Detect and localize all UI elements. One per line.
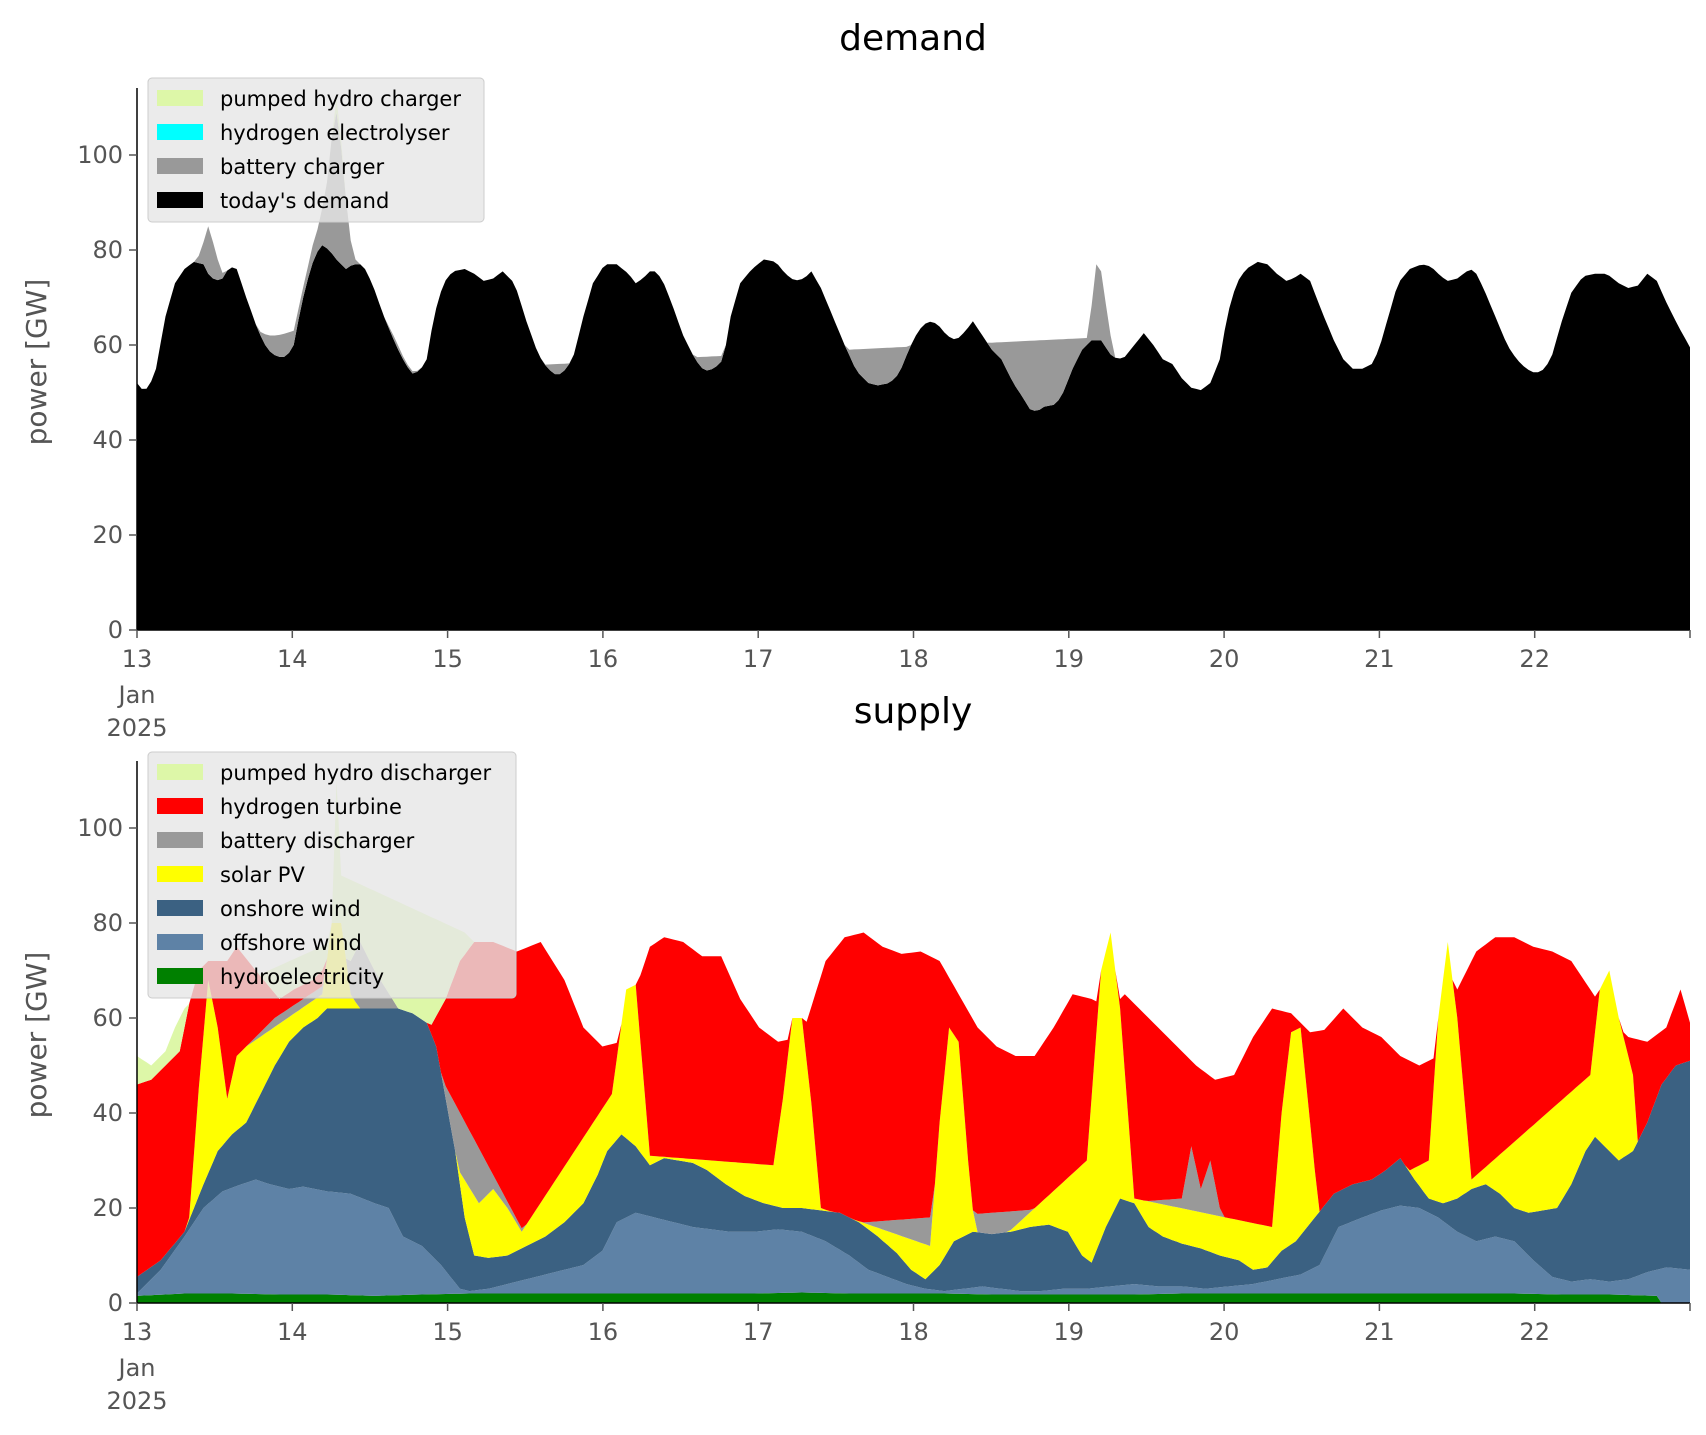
y-tick-label: 40 xyxy=(92,1099,123,1127)
legend-swatch-hydrogen-electrolyser xyxy=(157,124,203,140)
supply-legend: pumped hydro discharger hydrogen turbine b… xyxy=(147,751,517,999)
y-tick-label: 80 xyxy=(92,236,123,264)
x-tick-label: 13 xyxy=(122,1318,153,1346)
x-tick-label: 18 xyxy=(898,645,929,673)
legend-swatch-battery-discharger xyxy=(157,832,203,848)
y-tick-label: 100 xyxy=(77,814,123,842)
y-tick-label: 20 xyxy=(92,521,123,549)
demand-panel: demand power [GW] 0 20 40 60 80 100 13 14 15 16 17… xyxy=(20,18,1691,742)
x-tick-label: 13 xyxy=(122,645,153,673)
legend-swatch-today-s-demand xyxy=(157,192,203,208)
y-tick-label: 40 xyxy=(92,426,123,454)
x-tick-label: 16 xyxy=(588,645,619,673)
supply-y-axis-label: power [GW] xyxy=(20,952,53,1119)
legend-label-hydroelectricity: hydroelectricity xyxy=(220,965,384,989)
legend-label-pumped-hydro-discharger: pumped hydro discharger xyxy=(220,761,491,785)
x-tick-label: 20 xyxy=(1209,645,1240,673)
x-tick-sublabel: Jan xyxy=(117,681,156,709)
y-tick-label: 20 xyxy=(92,1194,123,1222)
y-tick-label: 80 xyxy=(92,909,123,937)
legend-label-solar-pv: solar PV xyxy=(220,863,305,887)
legend-swatch-hydroelectricity xyxy=(157,968,203,984)
x-tick-sublabel: 2025 xyxy=(106,714,167,742)
x-tick-label: 17 xyxy=(743,1318,774,1346)
demand-axes: 0 20 40 60 80 100 13 14 15 16 17 18 19 20 21 22 Jan 2025 xyxy=(77,88,1691,742)
legend-label-today-s-demand: today's demand xyxy=(220,189,389,213)
y-tick-label: 0 xyxy=(108,1289,123,1317)
legend-label-battery-discharger: battery discharger xyxy=(220,829,415,853)
legend-swatch-offshore-wind xyxy=(157,934,203,950)
legend-swatch-battery-charger xyxy=(157,158,203,174)
area-hydroelectricity xyxy=(137,1292,1690,1303)
x-tick-label: 18 xyxy=(898,1318,929,1346)
demand-title: demand xyxy=(839,18,987,59)
legend-label-offshore-wind: offshore wind xyxy=(220,931,362,955)
x-tick-label: 20 xyxy=(1209,1318,1240,1346)
x-tick-label: 15 xyxy=(432,645,463,673)
legend-label-hydrogen-electrolyser: hydrogen electrolyser xyxy=(220,121,450,145)
legend-box xyxy=(147,77,485,223)
area-battery-discharger xyxy=(137,923,1690,1277)
legend-swatch-pumped-hydro-charger xyxy=(157,90,203,106)
legend-label-pumped-hydro-charger: pumped hydro charger xyxy=(220,87,461,111)
supply-panel: supply power [GW] 0 20 40 60 80 100 13 14 15 16 17… xyxy=(20,691,1691,1415)
demand-y-axis-label: power [GW] xyxy=(20,279,53,446)
y-tick-label: 0 xyxy=(108,616,123,644)
legend-box xyxy=(147,751,517,999)
x-tick-label: 22 xyxy=(1519,1318,1550,1346)
area-today-s-demand xyxy=(137,245,1690,631)
x-tick-sublabel: 2025 xyxy=(106,1387,167,1415)
x-tick-label: 19 xyxy=(1054,1318,1085,1346)
legend-swatch-pumped-hydro-discharger xyxy=(157,764,203,780)
x-tick-label: 14 xyxy=(277,645,308,673)
demand-legend: pumped hydro charger hydrogen electrolyse… xyxy=(147,77,485,223)
x-tick-label: 14 xyxy=(277,1318,308,1346)
legend-swatch-onshore-wind xyxy=(157,900,203,916)
area-offshore-wind xyxy=(137,1179,1690,1303)
legend-swatch-solar-pv xyxy=(157,866,203,882)
demand-areas xyxy=(137,98,1690,631)
area-onshore-wind xyxy=(137,1008,1690,1294)
x-tick-label: 16 xyxy=(588,1318,619,1346)
x-tick-label: 19 xyxy=(1054,645,1085,673)
area-solar-pv xyxy=(137,923,1690,1280)
x-tick-label: 21 xyxy=(1364,645,1395,673)
y-tick-label: 60 xyxy=(92,331,123,359)
legend-label-hydrogen-turbine: hydrogen turbine xyxy=(220,795,402,819)
x-tick-label: 22 xyxy=(1519,645,1550,673)
y-tick-label: 100 xyxy=(77,141,123,169)
area-hydrogen-turbine xyxy=(137,923,1690,1277)
x-tick-sublabel: Jan xyxy=(117,1354,156,1382)
supply-title: supply xyxy=(854,691,973,732)
x-tick-label: 15 xyxy=(432,1318,463,1346)
x-tick-label: 21 xyxy=(1364,1318,1395,1346)
supply-axes: 0 20 40 60 80 100 13 14 15 16 17 18 19 20 21 22 Jan 2025 xyxy=(77,761,1691,1415)
legend-swatch-hydrogen-turbine xyxy=(157,798,203,814)
y-tick-label: 60 xyxy=(92,1004,123,1032)
legend-label-battery-charger: battery charger xyxy=(220,155,385,179)
x-tick-label: 17 xyxy=(743,645,774,673)
legend-label-onshore-wind: onshore wind xyxy=(220,897,361,921)
